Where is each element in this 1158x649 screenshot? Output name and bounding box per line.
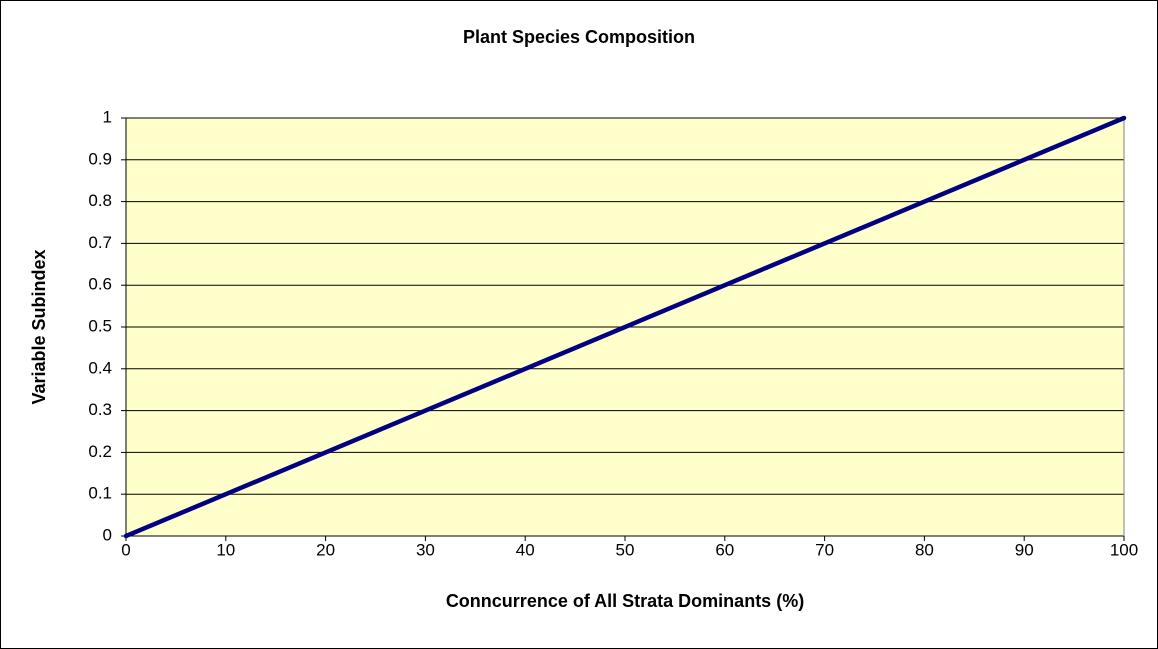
y-tick-label: 0.5 bbox=[88, 316, 112, 335]
x-tick-label: 90 bbox=[1015, 540, 1034, 559]
x-tick-label: 40 bbox=[516, 540, 535, 559]
chart-title: Plant Species Composition bbox=[463, 27, 695, 47]
y-tick-label: 0.4 bbox=[88, 358, 112, 377]
x-tick-label: 60 bbox=[715, 540, 734, 559]
y-tick-label: 0.8 bbox=[88, 191, 112, 210]
y-tick-label: 0.3 bbox=[88, 400, 112, 419]
x-tick-label: 50 bbox=[616, 540, 635, 559]
y-axis-title: Variable Subindex bbox=[29, 249, 49, 404]
x-tick-label: 70 bbox=[815, 540, 834, 559]
y-tick-label: 0.6 bbox=[88, 275, 112, 294]
y-tick-label: 0.1 bbox=[88, 484, 112, 503]
x-tick-label: 100 bbox=[1110, 540, 1138, 559]
y-tick-label: 0.9 bbox=[88, 149, 112, 168]
x-axis-title: Conncurrence of All Strata Dominants (%) bbox=[446, 591, 804, 611]
y-tick-label: 1 bbox=[103, 107, 112, 126]
x-tick-label: 30 bbox=[416, 540, 435, 559]
y-tick-label: 0.7 bbox=[88, 233, 112, 252]
x-tick-label: 80 bbox=[915, 540, 934, 559]
y-tick-label: 0 bbox=[103, 525, 112, 544]
x-tick-label: 20 bbox=[316, 540, 335, 559]
data-line bbox=[123, 115, 1127, 539]
x-tick-label: 0 bbox=[121, 540, 130, 559]
y-tick-label: 0.2 bbox=[88, 442, 112, 461]
x-tick-label: 10 bbox=[216, 540, 235, 559]
